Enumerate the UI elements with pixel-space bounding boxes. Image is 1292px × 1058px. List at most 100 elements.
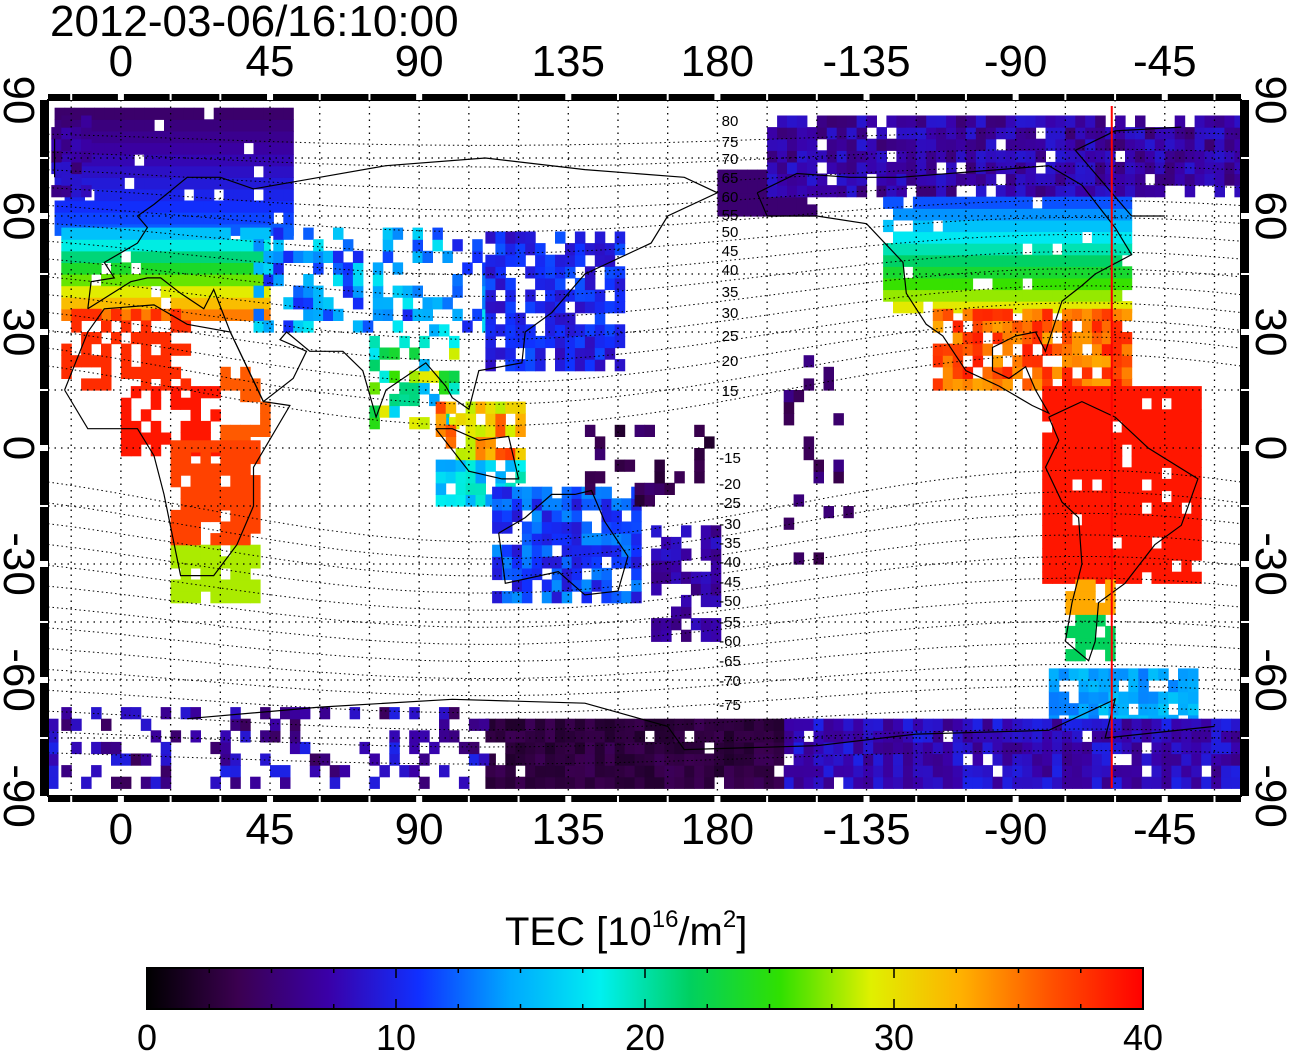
tec-cell [253, 107, 264, 120]
tec-cell [419, 753, 430, 766]
tec-cell [250, 475, 261, 488]
tec-cell [515, 254, 526, 267]
tec-cell [724, 730, 735, 743]
tec-cell [1052, 386, 1063, 399]
tec-cell [495, 765, 506, 778]
tec-cell [1055, 185, 1066, 198]
tec-cell [1085, 185, 1096, 198]
tec-cell [449, 382, 460, 395]
tec-cell [120, 707, 132, 720]
tec-cell [664, 741, 675, 755]
tec-cell [952, 378, 964, 391]
tec-cell [200, 420, 211, 434]
tec-cell [1078, 668, 1090, 681]
tec-cell [594, 335, 606, 349]
tec-cell [190, 440, 201, 453]
tec-cell [1062, 366, 1073, 379]
tec-cell [975, 173, 987, 186]
tec-cell [144, 212, 155, 225]
tec-cell [114, 142, 125, 155]
tec-cell [250, 509, 261, 523]
tec-cell [134, 119, 145, 132]
tec-cell [71, 161, 82, 175]
tec-cell [1131, 432, 1143, 445]
tec-cell [631, 509, 642, 523]
tec-cell [1151, 718, 1162, 731]
tec-cell [91, 262, 102, 275]
tec-cell [1032, 301, 1043, 314]
tec-cell [936, 150, 947, 163]
tec-cell [1144, 150, 1156, 163]
tec-cell [555, 289, 566, 302]
tec-cell [190, 556, 201, 569]
tec-cell [823, 718, 834, 731]
tec-cell [170, 509, 182, 523]
tec-cell [144, 165, 155, 178]
tec-cell [555, 301, 566, 314]
tec-cell [230, 440, 241, 453]
tec-cell [1174, 173, 1186, 186]
tec-cell [71, 320, 82, 333]
tec-cell [555, 359, 566, 372]
tec-cell [1095, 138, 1106, 151]
tec-cell [180, 320, 192, 333]
tec-cell [1201, 776, 1212, 789]
tec-cell [972, 378, 984, 391]
tec-cell [81, 378, 92, 391]
tec-cell [511, 498, 523, 511]
tec-cell [985, 161, 997, 175]
tec-cell [1121, 765, 1133, 778]
tec-cell [1072, 254, 1083, 267]
tec-cell [972, 741, 984, 755]
tec-cell [462, 262, 473, 275]
tec-cell [1042, 277, 1053, 291]
tec-cell [1181, 776, 1192, 789]
tec-cell [932, 378, 944, 391]
tec-cell [455, 482, 467, 495]
tec-cell [1002, 378, 1013, 391]
tec-cell [1111, 455, 1123, 468]
tec-cell [1012, 741, 1023, 755]
tec-cell [382, 239, 394, 252]
tec-cell [1101, 386, 1113, 399]
tec-cell [170, 308, 182, 321]
tec-cell [180, 509, 192, 523]
tec-cell [922, 219, 934, 233]
tec-cell [144, 142, 155, 155]
tec-cell [164, 119, 175, 132]
tec-cell [1111, 208, 1123, 221]
tec-cell [644, 753, 655, 766]
tec-cell [816, 115, 828, 128]
tec-cell [81, 127, 92, 140]
tec-cell [465, 459, 477, 472]
tec-cell [422, 308, 433, 321]
tec-cell [1052, 301, 1063, 314]
tec-cell [555, 776, 566, 789]
tec-cell [574, 301, 586, 314]
tec-cell [190, 498, 201, 511]
tec-cell [863, 718, 874, 731]
tec-cell [893, 266, 904, 279]
tec-cell [1105, 161, 1116, 175]
tec-cell [273, 250, 284, 263]
tec-cell [333, 262, 344, 275]
tec-cell [584, 289, 596, 302]
tec-cell [210, 250, 221, 263]
tec-cell [200, 440, 211, 453]
tec-cell [150, 776, 162, 789]
tec-cell [193, 119, 205, 132]
tec-cell [1088, 691, 1100, 704]
tec-cell [144, 177, 155, 190]
tec-cell [485, 436, 496, 449]
tec-cell [594, 730, 606, 743]
tec-cell [183, 154, 195, 167]
tec-cell [651, 560, 662, 573]
tec-cell [409, 741, 420, 755]
tec-cell [190, 591, 201, 604]
tec-cell [94, 188, 105, 202]
tec-cell [916, 150, 927, 163]
tec-cell [896, 161, 907, 175]
tec-cell [1062, 219, 1073, 233]
tec-cell [952, 254, 964, 267]
tec-cell [1178, 680, 1189, 693]
